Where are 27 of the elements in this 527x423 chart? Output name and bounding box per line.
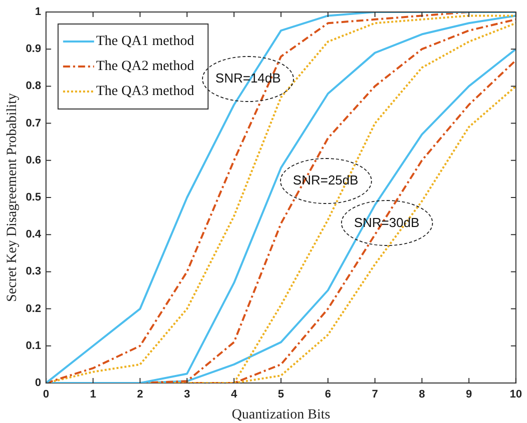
x-tick-label: 9 — [466, 388, 472, 401]
y-tick-label: 0.3 — [26, 266, 42, 278]
y-tick-label: 0.2 — [26, 302, 42, 315]
x-tick-label: 1 — [90, 388, 96, 401]
x-tick-label: 7 — [372, 388, 378, 401]
x-tick-label: 10 — [510, 388, 522, 401]
legend-label: The QA3 method — [96, 84, 194, 100]
y-tick-label: 1 — [34, 6, 42, 18]
y-axis-title: Secret Key Disagreement Probability — [5, 93, 20, 302]
y-tick-label: 0.4 — [26, 228, 42, 241]
legend-label: The QA1 method — [96, 34, 194, 50]
x-tick-label: 2 — [136, 388, 144, 401]
y-tick-label: 0.1 — [26, 340, 42, 352]
y-tick-label: 0.8 — [26, 80, 42, 92]
y-tick-label: 0.9 — [26, 43, 42, 56]
x-tick-label: 4 — [230, 388, 238, 401]
x-tick-label: 6 — [324, 388, 332, 401]
y-tick-label: 0.5 — [26, 192, 42, 204]
legend-label: The QA2 method — [96, 59, 194, 74]
y-tick-label: 0 — [34, 377, 42, 390]
x-axis-title: Quantization Bits — [232, 407, 330, 422]
y-tick-label: 0.7 — [26, 117, 42, 130]
x-tick-label: 3 — [184, 388, 190, 401]
x-tick-label: 0 — [43, 388, 50, 401]
y-tick-label: 0.6 — [26, 154, 42, 166]
x-tick-label: 8 — [418, 388, 425, 401]
x-tick-label: 5 — [278, 388, 284, 401]
